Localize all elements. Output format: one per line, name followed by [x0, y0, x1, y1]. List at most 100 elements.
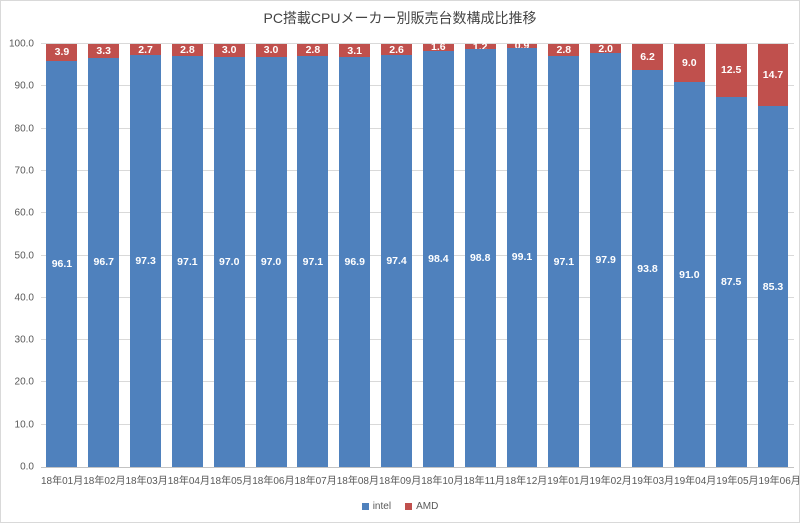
value-label-amd: 12.5 — [720, 64, 742, 77]
y-tick-label: 90.0 — [14, 80, 34, 92]
legend-swatch-icon — [405, 503, 413, 510]
bar-stack: 3.3 96.7 — [88, 44, 120, 467]
bar-segment-intel: 96.9 — [339, 57, 371, 467]
gridline — [41, 212, 794, 214]
value-label-amd: 2.0 — [598, 42, 613, 55]
bar-stack: 14.7 85.3 — [757, 44, 789, 467]
bar-segment-amd: 3.0 — [255, 44, 287, 57]
y-tick-label: 70.0 — [14, 165, 34, 177]
bar-column-18年03月: 2.7 97.3 — [125, 44, 167, 467]
bar-stack: 2.0 97.9 — [590, 42, 622, 467]
bar-segment-intel: 98.8 — [464, 49, 496, 467]
bar-column-19年01月: 2.8 97.1 — [543, 44, 585, 467]
x-tick-label: 18年09月 — [379, 476, 422, 487]
y-axis: 0.0 10.0 20.0 30.0 40.0 50.0 60.0 70.0 80.0 90.0 1… — [1, 39, 36, 473]
legend: intel AMD — [1, 501, 799, 512]
legend-item-amd: AMD — [405, 501, 438, 512]
bar-column-19年05月: 12.5 87.5 — [710, 44, 752, 467]
value-label-amd: 2.6 — [389, 43, 404, 56]
bar-column-18年09月: 2.6 97.4 — [376, 44, 418, 467]
value-label-intel: 97.0 — [260, 255, 282, 268]
bar-stack: 2.6 97.4 — [381, 44, 412, 467]
gridline — [41, 296, 794, 298]
x-tick-label: 19年01月 — [547, 476, 590, 487]
value-label-intel: 99.1 — [511, 251, 533, 264]
legend-label: AMD — [416, 501, 439, 512]
x-tick-label: 19年05月 — [716, 476, 759, 487]
bar-stack: 3.1 96.9 — [339, 44, 371, 467]
bar-segment-amd: 1.2 — [464, 40, 496, 53]
x-tick-label: 19年04月 — [674, 476, 717, 487]
value-label-amd: 6.2 — [640, 50, 655, 63]
bar-segment-amd: 0.9 — [506, 41, 538, 51]
value-label-intel: 93.8 — [637, 262, 658, 275]
x-tick-label: 18年03月 — [125, 476, 168, 487]
y-tick-label: 60.0 — [14, 207, 34, 219]
y-tick-label: 100.0 — [8, 38, 34, 50]
value-label-amd: 2.8 — [556, 44, 572, 57]
bar-stack: 1.2 98.8 — [464, 40, 496, 467]
x-tick-label: 18年05月 — [210, 476, 253, 487]
bar-column-18年07月: 2.8 97.1 — [292, 44, 334, 467]
gridline — [41, 254, 794, 256]
bar-segment-amd: 3.9 — [46, 44, 78, 61]
value-label-intel: 97.1 — [302, 255, 324, 268]
bar-column-19年03月: 6.2 93.8 — [627, 44, 669, 467]
bar-stack: 2.8 97.1 — [297, 44, 329, 467]
bar-stack: 3.9 96.1 — [46, 44, 78, 467]
x-tick-label: 18年12月 — [505, 476, 548, 487]
bar-segment-amd: 1.6 — [422, 42, 454, 52]
bar-segment-amd: 14.7 — [757, 44, 789, 107]
gridline — [41, 169, 794, 171]
value-label-intel: 98.4 — [428, 252, 449, 265]
value-label-intel: 97.1 — [177, 255, 198, 268]
value-label-intel: 97.3 — [135, 254, 156, 267]
bar-segment-intel: 93.8 — [632, 70, 663, 467]
x-tick-label: 19年03月 — [631, 476, 675, 487]
bar-segment-intel: 85.3 — [757, 106, 789, 467]
bar-column-18年08月: 3.1 96.9 — [334, 44, 376, 467]
bar-column-19年04月: 9.0 91.0 — [668, 44, 710, 467]
bar-stack: 0.9 99.1 — [506, 41, 538, 467]
bar-segment-intel: 99.1 — [506, 47, 538, 467]
gridline — [41, 423, 794, 425]
bar-column-19年02月: 2.0 97.9 — [585, 42, 627, 467]
value-label-intel: 97.4 — [386, 254, 407, 267]
x-tick-label: 18年08月 — [336, 476, 379, 487]
gridline — [41, 43, 794, 44]
gridline — [41, 127, 794, 129]
bar-column-18年02月: 3.3 96.7 — [83, 44, 125, 467]
value-label-intel: 96.9 — [344, 255, 365, 268]
bar-stack: 2.8 97.1 — [548, 44, 580, 467]
value-label-intel: 96.7 — [93, 256, 114, 269]
chart-title: PC搭載CPUメーカー別販売台数構成比推移 — [263, 10, 537, 26]
x-tick-label: 18年07月 — [294, 476, 337, 487]
value-label-intel: 97.1 — [553, 255, 575, 268]
value-label-amd: 2.8 — [180, 44, 195, 57]
bar-segment-intel: 87.5 — [715, 96, 747, 467]
y-tick-label: 50.0 — [14, 250, 34, 261]
bar-segment-intel: 96.7 — [88, 57, 120, 467]
bar-segment-intel: 97.3 — [130, 55, 162, 467]
value-label-intel: 96.1 — [51, 257, 73, 270]
bar-stack: 2.8 97.1 — [171, 44, 203, 467]
legend-label: intel — [372, 501, 392, 512]
bar-segment-amd: 3.1 — [339, 44, 371, 58]
x-tick-label: 18年10月 — [421, 476, 464, 487]
bar-segment-amd: 2.7 — [130, 44, 162, 56]
value-label-amd: 1.2 — [472, 40, 488, 53]
value-label-amd: 2.8 — [305, 44, 321, 57]
bar-column-18年06月: 3.0 97.0 — [250, 44, 292, 467]
value-label-amd: 3.0 — [221, 44, 237, 57]
bar-stack: 2.7 97.3 — [130, 44, 162, 467]
bar-column-19年06月: 14.7 85.3 — [752, 44, 794, 467]
value-label-intel: 85.3 — [762, 280, 784, 293]
bar-segment-amd: 9.0 — [673, 44, 705, 83]
y-tick-label: 10.0 — [14, 419, 34, 431]
bar-segment-amd: 2.8 — [297, 44, 329, 57]
value-label-amd: 0.9 — [514, 39, 530, 52]
value-label-amd: 3.3 — [96, 44, 112, 57]
legend-item-intel: intel — [361, 501, 392, 512]
bar-segment-amd: 3.3 — [88, 44, 120, 58]
